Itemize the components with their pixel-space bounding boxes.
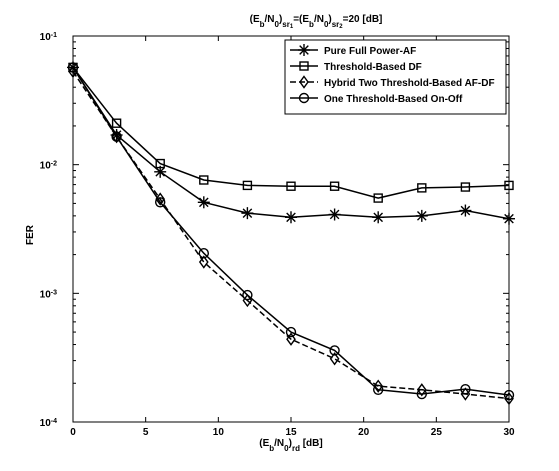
data-point xyxy=(286,181,296,191)
y-tick-label: 10-4 xyxy=(40,418,57,430)
x-tick-label: 15 xyxy=(285,427,297,438)
data-point xyxy=(329,181,340,191)
legend-entry: One Threshold-Based On-Off xyxy=(290,92,463,105)
data-point xyxy=(373,384,384,395)
data-point xyxy=(503,212,515,225)
data-point xyxy=(373,193,383,203)
x-tick-label: 20 xyxy=(358,427,370,438)
data-point xyxy=(416,383,427,397)
data-point xyxy=(503,389,515,401)
series-line xyxy=(72,67,510,396)
series-line xyxy=(72,71,510,400)
data-point xyxy=(197,196,210,209)
legend-marker xyxy=(298,92,310,104)
data-point xyxy=(416,388,427,400)
data-point xyxy=(460,182,471,192)
legend-items: Pure Full Power-AF Threshold-Based DF Hybr… xyxy=(290,44,495,105)
y-tick-label: 10-1 xyxy=(40,32,57,44)
data-point xyxy=(329,345,340,356)
y-axis-label: FER xyxy=(25,224,36,245)
legend-entry: Threshold-Based DF xyxy=(290,61,422,73)
data-point xyxy=(460,383,471,395)
series-4 xyxy=(67,62,515,401)
legend-marker xyxy=(299,61,309,71)
data-point xyxy=(328,208,341,221)
data-point xyxy=(67,62,79,73)
legend-marker xyxy=(298,44,310,56)
data-point xyxy=(459,204,472,217)
data-point xyxy=(372,211,385,224)
x-tick-label: 25 xyxy=(431,427,443,438)
data-point xyxy=(242,180,253,191)
data-point xyxy=(373,379,384,393)
data-point xyxy=(154,197,166,208)
legend-label: Hybrid Two Threshold-Based AF-DF xyxy=(324,78,495,89)
data-point xyxy=(285,211,297,224)
x-tick-label: 0 xyxy=(70,427,76,438)
y-tick-label: 10-3 xyxy=(40,289,57,301)
legend-entry: Hybrid Two Threshold-Based AF-DF xyxy=(290,75,495,89)
data-point xyxy=(285,326,297,338)
y-tick-label: 10-2 xyxy=(40,160,57,172)
data-point xyxy=(111,118,122,128)
legend-label: One Threshold-Based On-Off xyxy=(324,94,463,105)
legend-box xyxy=(284,39,507,115)
data-point xyxy=(504,180,514,191)
data-point xyxy=(286,332,296,346)
data-point xyxy=(417,183,427,193)
x-tick-label: 30 xyxy=(503,427,515,438)
data-point xyxy=(242,289,253,301)
legend-label: Threshold-Based DF xyxy=(324,62,422,73)
legend-label: Pure Full Power-AF xyxy=(324,46,416,57)
series-line xyxy=(72,66,510,199)
data-point xyxy=(111,129,122,144)
data-point xyxy=(68,64,78,79)
data-point xyxy=(504,391,514,406)
series-layer xyxy=(67,61,515,406)
data-point xyxy=(329,352,340,366)
data-point xyxy=(198,248,210,259)
x-axis-label: (Eb/N0)rd [dB] xyxy=(259,438,322,453)
legend-entry: Pure Full Power-AF xyxy=(290,44,416,57)
x-tick-label: 5 xyxy=(143,427,149,438)
x-tick-label: 10 xyxy=(213,427,225,438)
data-point xyxy=(198,255,209,269)
data-point xyxy=(155,158,165,169)
series-3 xyxy=(68,64,514,406)
data-point xyxy=(199,175,209,185)
legend: Pure Full Power-AF Threshold-Based DF Hybr… xyxy=(284,39,507,115)
data-point xyxy=(111,131,122,142)
data-point xyxy=(415,209,428,222)
legend-marker xyxy=(299,75,309,89)
chart-title: (Eb/N0)sr1=(Eb/N0)sr2=20 [dB] xyxy=(250,14,383,30)
data-point xyxy=(241,207,254,220)
